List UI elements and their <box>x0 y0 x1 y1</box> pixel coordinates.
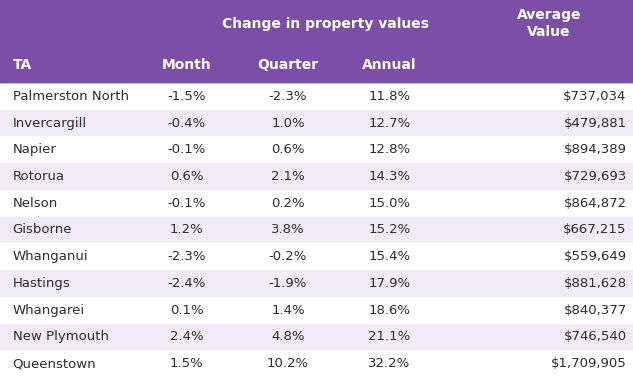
Text: Whangarei: Whangarei <box>13 303 85 317</box>
Text: -1.5%: -1.5% <box>168 90 206 103</box>
Text: 2.4%: 2.4% <box>170 330 204 343</box>
Text: 0.1%: 0.1% <box>170 303 204 317</box>
FancyBboxPatch shape <box>0 350 633 377</box>
Text: 2.1%: 2.1% <box>271 170 305 183</box>
Text: $737,034: $737,034 <box>563 90 627 103</box>
Text: Average
Value: Average Value <box>517 8 581 39</box>
Text: 10.2%: 10.2% <box>267 357 309 370</box>
Text: -2.3%: -2.3% <box>168 250 206 263</box>
Text: Invercargill: Invercargill <box>13 116 87 130</box>
Text: Annual: Annual <box>362 58 417 72</box>
FancyBboxPatch shape <box>0 297 633 323</box>
FancyBboxPatch shape <box>0 110 633 136</box>
Text: 11.8%: 11.8% <box>368 90 410 103</box>
FancyBboxPatch shape <box>0 0 633 83</box>
Text: New Plymouth: New Plymouth <box>13 330 109 343</box>
Text: 32.2%: 32.2% <box>368 357 410 370</box>
Text: 4.8%: 4.8% <box>272 330 304 343</box>
Text: $729,693: $729,693 <box>563 170 627 183</box>
Text: 1.4%: 1.4% <box>271 303 305 317</box>
Text: $881,628: $881,628 <box>563 277 627 290</box>
Text: 15.2%: 15.2% <box>368 224 410 236</box>
Text: 17.9%: 17.9% <box>368 277 410 290</box>
FancyBboxPatch shape <box>0 163 633 190</box>
Text: 1.5%: 1.5% <box>170 357 204 370</box>
Text: Nelson: Nelson <box>13 197 58 210</box>
Text: $746,540: $746,540 <box>563 330 627 343</box>
Text: Queenstown: Queenstown <box>13 357 96 370</box>
Text: 21.1%: 21.1% <box>368 330 410 343</box>
FancyBboxPatch shape <box>0 270 633 297</box>
Text: Palmerston North: Palmerston North <box>13 90 128 103</box>
Text: Change in property values: Change in property values <box>222 17 430 31</box>
Text: Rotorua: Rotorua <box>13 170 65 183</box>
Text: -0.1%: -0.1% <box>168 143 206 156</box>
Text: -0.1%: -0.1% <box>168 197 206 210</box>
Text: $894,389: $894,389 <box>563 143 627 156</box>
Text: 0.6%: 0.6% <box>170 170 203 183</box>
Text: Napier: Napier <box>13 143 56 156</box>
Text: $840,377: $840,377 <box>563 303 627 317</box>
Text: 1.2%: 1.2% <box>170 224 204 236</box>
Text: -2.4%: -2.4% <box>168 277 206 290</box>
Text: -0.2%: -0.2% <box>269 250 307 263</box>
Text: Gisborne: Gisborne <box>13 224 72 236</box>
Text: -2.3%: -2.3% <box>269 90 307 103</box>
Text: TA: TA <box>13 58 32 72</box>
Text: Whanganui: Whanganui <box>13 250 88 263</box>
Text: Quarter: Quarter <box>258 58 318 72</box>
Text: 14.3%: 14.3% <box>368 170 410 183</box>
Text: $1,709,905: $1,709,905 <box>551 357 627 370</box>
Text: $864,872: $864,872 <box>563 197 627 210</box>
Text: $667,215: $667,215 <box>563 224 627 236</box>
Text: 12.8%: 12.8% <box>368 143 410 156</box>
Text: -1.9%: -1.9% <box>269 277 307 290</box>
Text: 12.7%: 12.7% <box>368 116 410 130</box>
Text: 15.4%: 15.4% <box>368 250 410 263</box>
Text: 18.6%: 18.6% <box>368 303 410 317</box>
Text: -0.4%: -0.4% <box>168 116 206 130</box>
FancyBboxPatch shape <box>0 323 633 350</box>
Text: $559,649: $559,649 <box>563 250 627 263</box>
Text: Month: Month <box>162 58 211 72</box>
Text: 15.0%: 15.0% <box>368 197 410 210</box>
Text: 1.0%: 1.0% <box>271 116 305 130</box>
Text: Hastings: Hastings <box>13 277 70 290</box>
Text: 0.2%: 0.2% <box>271 197 305 210</box>
FancyBboxPatch shape <box>0 83 633 110</box>
FancyBboxPatch shape <box>0 190 633 217</box>
FancyBboxPatch shape <box>0 136 633 163</box>
FancyBboxPatch shape <box>0 217 633 243</box>
Text: 0.6%: 0.6% <box>272 143 304 156</box>
Text: 3.8%: 3.8% <box>271 224 305 236</box>
FancyBboxPatch shape <box>0 243 633 270</box>
Text: $479,881: $479,881 <box>563 116 627 130</box>
